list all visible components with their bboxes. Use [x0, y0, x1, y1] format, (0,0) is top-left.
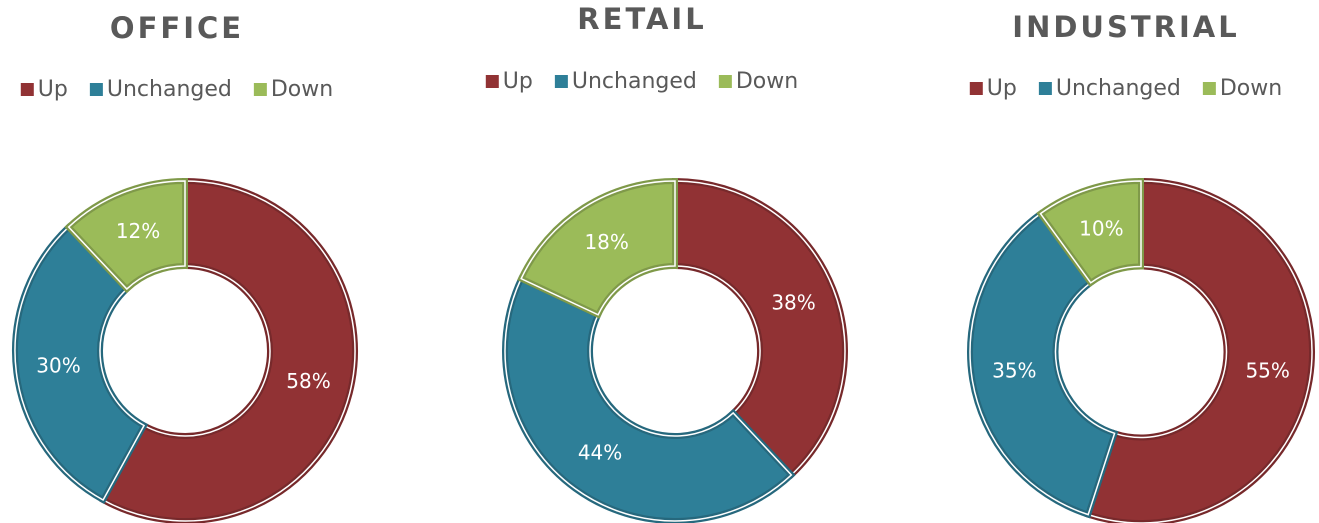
legend: Up Unchanged Down: [485, 69, 798, 94]
value-label: 10%: [1079, 217, 1123, 241]
legend-label: Unchanged: [1056, 76, 1181, 101]
chart: INDUSTRIAL Up Unchanged Down 55% 35% 10%: [967, 10, 1315, 523]
value-label: 35%: [992, 359, 1036, 383]
legend-swatch: [1038, 82, 1052, 95]
slice-edge: [969, 212, 1116, 516]
legend-swatch: [554, 75, 568, 88]
chart: OFFICE Up Unchanged Down 58% 30% 12%: [12, 11, 358, 523]
value-label: 18%: [584, 230, 628, 254]
chart-title: OFFICE: [110, 11, 244, 45]
legend: Up Unchanged Down: [969, 76, 1282, 101]
legend-swatch: [253, 83, 267, 96]
value-label: 58%: [286, 369, 330, 393]
slice-edge: [67, 180, 186, 291]
value-label: 55%: [1245, 359, 1289, 383]
slice-edge: [14, 226, 146, 501]
chart: RETAIL Up Unchanged Down 38% 44% 18%: [485, 2, 848, 523]
legend-label: Down: [1220, 76, 1282, 101]
value-label: 30%: [36, 353, 80, 377]
legend-label: Up: [987, 76, 1017, 101]
legend-label: Up: [38, 77, 68, 102]
legend-swatch: [969, 82, 983, 95]
slice-edge: [504, 277, 793, 522]
slice-edge: [520, 180, 676, 316]
legend-swatch: [20, 83, 34, 96]
value-label: 38%: [771, 291, 815, 315]
value-label: 44%: [578, 441, 622, 465]
chart-title: INDUSTRIAL: [1012, 10, 1239, 44]
legend-label: Down: [271, 77, 333, 102]
slice-edge: [1039, 180, 1142, 284]
legend-label: Up: [503, 69, 533, 94]
legend-swatch: [1202, 82, 1216, 95]
legend-swatch: [718, 75, 732, 88]
legend-label: Down: [736, 69, 798, 94]
chart-title: RETAIL: [577, 2, 706, 36]
legend-label: Unchanged: [572, 69, 697, 94]
slice-edge: [674, 180, 846, 476]
value-label: 12%: [116, 219, 160, 243]
legend: Up Unchanged Down: [20, 77, 333, 102]
slice-edge: [102, 180, 356, 522]
legend-label: Unchanged: [107, 77, 232, 102]
legend-swatch: [485, 75, 499, 88]
legend-swatch: [89, 83, 103, 96]
